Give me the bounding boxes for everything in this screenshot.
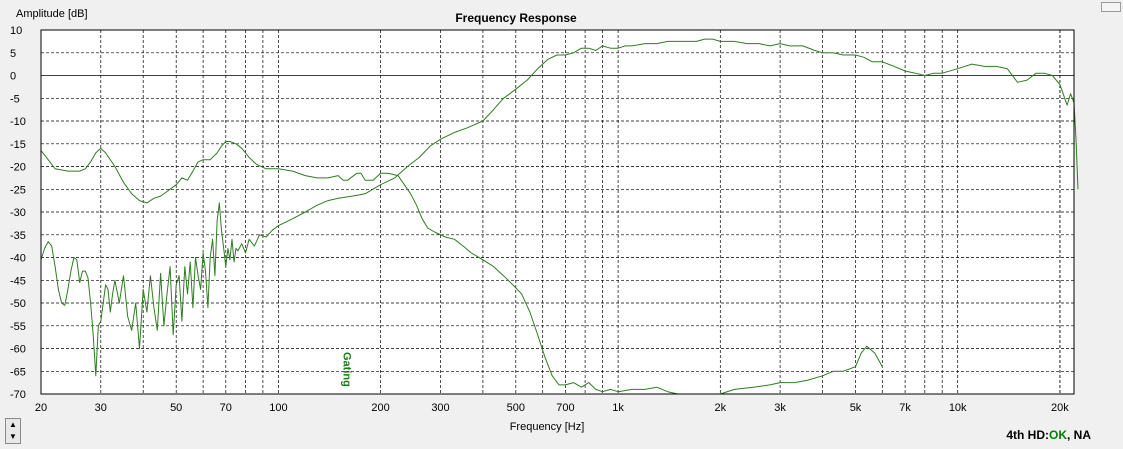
y-tick-label: -50 xyxy=(10,298,26,310)
x-tick-label: 1k xyxy=(612,402,624,414)
grid-lines xyxy=(41,30,1074,394)
x-tick-label: 20k xyxy=(1051,402,1069,414)
x-tick-label: 3k xyxy=(774,402,786,414)
x-tick-label: 200 xyxy=(371,402,389,414)
y-tick-label: -20 xyxy=(10,162,26,174)
scroll-spinner[interactable]: ▲ ▼ xyxy=(5,418,21,444)
y-tick-label: 0 xyxy=(10,71,16,83)
y-tick-label: -10 xyxy=(10,116,26,128)
spinner-down-icon[interactable]: ▼ xyxy=(9,432,17,441)
y-tick-label: -5 xyxy=(10,93,20,105)
status-readout: 4th HD:OK, NA xyxy=(1006,428,1091,442)
y-tick-label: 5 xyxy=(10,48,16,60)
y-axis-label: Amplitude [dB] xyxy=(16,8,88,20)
gating-annotation: Gating xyxy=(341,352,353,387)
y-tick-label: -15 xyxy=(10,139,26,151)
x-tick-label: 50 xyxy=(170,402,182,414)
x-tick-label: 2k xyxy=(714,402,726,414)
x-axis-label: Frequency [Hz] xyxy=(510,421,585,433)
x-tick-label: 70 xyxy=(220,402,232,414)
x-tick-label: 100 xyxy=(269,402,287,414)
y-tick-label: 10 xyxy=(10,25,22,37)
series-line-2 xyxy=(40,38,1079,377)
x-tick-label: 5k xyxy=(850,402,862,414)
y-tick-label: -60 xyxy=(10,344,26,356)
x-tick-label: 700 xyxy=(556,402,574,414)
x-tick-label: 10k xyxy=(949,402,967,414)
spinner-up-icon[interactable]: ▲ xyxy=(9,420,17,429)
status-ok: OK xyxy=(1049,428,1067,442)
status-suffix: , NA xyxy=(1067,428,1091,442)
series-line-3 xyxy=(720,345,883,395)
y-tick-label: -55 xyxy=(10,321,26,333)
y-tick-label: -30 xyxy=(10,207,26,219)
y-tick-label: -65 xyxy=(10,366,26,378)
plot-border xyxy=(40,29,1075,395)
y-tick-label: -40 xyxy=(10,253,26,265)
y-tick-label: -45 xyxy=(10,275,26,287)
y-tick-label: -35 xyxy=(10,230,26,242)
x-tick-label: 30 xyxy=(95,402,107,414)
x-tick-label: 500 xyxy=(507,402,525,414)
x-tick-label: 20 xyxy=(35,402,47,414)
chart-title: Frequency Response xyxy=(455,11,577,25)
series-line-1 xyxy=(40,141,679,395)
status-prefix: 4th HD: xyxy=(1006,428,1049,442)
y-tick-label: -70 xyxy=(10,389,26,401)
window-corner-button[interactable] xyxy=(1101,2,1121,12)
y-tick-labels: 10 5 0 -5 -10 -15 -20 -25 -30 -35 -40 -45 -50 -55 -60 -… xyxy=(10,25,26,401)
x-tick-label: 300 xyxy=(431,402,449,414)
x-tick-label: 7k xyxy=(899,402,911,414)
x-tick-labels: 20 30 50 70 100 200 300 500 700 1k 2k 3k 5k 7k 10k 20k xyxy=(35,402,1069,414)
y-tick-label: -25 xyxy=(10,184,26,196)
series-layer xyxy=(40,38,1079,395)
